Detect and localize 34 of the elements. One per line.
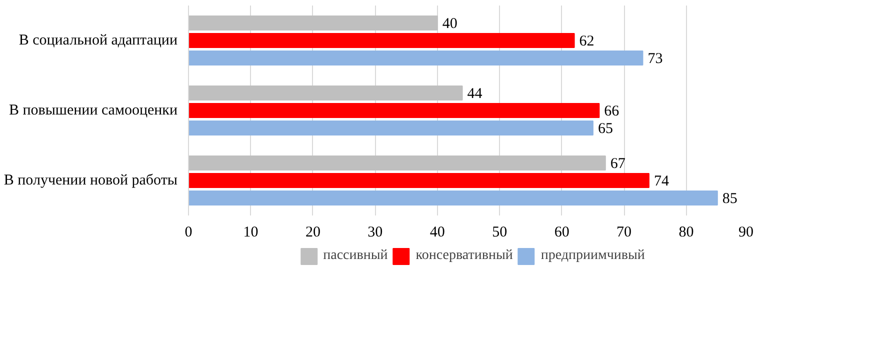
bar: [188, 50, 644, 66]
legend-label: консервативный: [416, 248, 513, 264]
bar: [188, 156, 606, 170]
data-label: 62: [579, 34, 594, 50]
legend-label: пассивный: [323, 248, 388, 264]
bar: [188, 173, 650, 188]
x-tick-label: 40: [430, 224, 445, 240]
x-tick-label: 0: [184, 224, 192, 240]
bar: [188, 120, 594, 136]
x-tick-label: 90: [738, 224, 754, 240]
data-label: 73: [648, 51, 663, 67]
data-label: 66: [604, 104, 620, 120]
y-tick-label: В получении новой работы: [4, 172, 178, 188]
bar: [188, 16, 438, 30]
y-tick-label: В социальной адаптации: [18, 32, 178, 48]
x-tick-label: 50: [492, 224, 508, 240]
y-tick-label: В повышении самооценки: [9, 102, 178, 118]
data-label: 65: [598, 121, 613, 137]
bar: [188, 33, 575, 48]
x-tick-label: 20: [305, 224, 320, 240]
bar: [188, 103, 600, 118]
x-tick-label: 10: [243, 224, 258, 240]
x-tick-label: 60: [554, 224, 570, 240]
bar: [188, 86, 463, 100]
bar: [188, 190, 718, 206]
x-tick-label: 70: [616, 224, 632, 240]
legend-label: предприимчивый: [540, 248, 645, 264]
data-label: 40: [442, 16, 458, 32]
data-label: 74: [654, 174, 670, 190]
data-label: 67: [610, 156, 626, 172]
data-label: 85: [722, 191, 738, 207]
x-tick-label: 80: [678, 224, 694, 240]
data-label: 44: [467, 86, 483, 102]
x-tick-label: 30: [368, 224, 383, 240]
